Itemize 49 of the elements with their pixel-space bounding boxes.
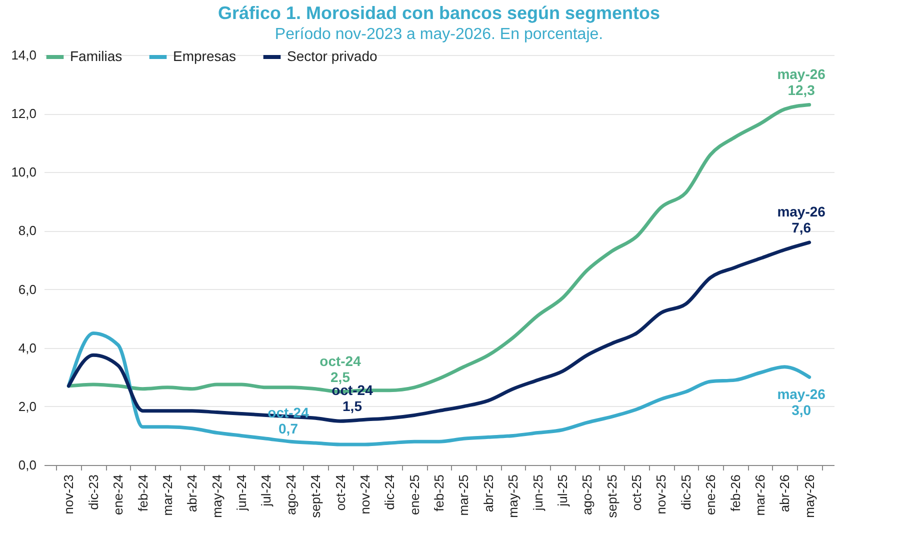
x-tick-label: ene-25 bbox=[406, 474, 422, 515]
y-tick-label: 8,0 bbox=[18, 223, 36, 238]
x-tick-label: jun-25 bbox=[530, 474, 546, 512]
y-tick-label: 4,0 bbox=[18, 340, 36, 356]
y-tick-label: 0,0 bbox=[18, 458, 36, 472]
x-tick-label: may-26 bbox=[802, 474, 817, 518]
x-tick-label: nov-23 bbox=[61, 474, 76, 514]
annotation: may-26 7,6 bbox=[777, 203, 826, 236]
x-tick-label: mar-25 bbox=[456, 474, 472, 516]
x-tick-label: abr-24 bbox=[184, 474, 200, 512]
annotation: may-26 12,3 bbox=[777, 66, 826, 98]
x-tick-label: oct-24 bbox=[332, 474, 348, 511]
x-tick-label: sept-24 bbox=[308, 474, 324, 518]
chart-subtitle: Período nov-2023 a may-2026. En porcentaje. bbox=[274, 26, 604, 43]
x-tick-label: dic-23 bbox=[86, 474, 101, 510]
y-tick-label: 12,0 bbox=[11, 106, 36, 122]
x-tick-label: jul-24 bbox=[258, 474, 274, 508]
legend-label: Sector privado bbox=[287, 48, 378, 64]
legend-label: Familias bbox=[70, 48, 122, 64]
x-tick-label: ene-24 bbox=[110, 474, 126, 515]
annotation: oct-24 2,5 bbox=[320, 352, 362, 385]
x-tick-label: oct-25 bbox=[629, 474, 644, 511]
x-tick-label: dic-24 bbox=[382, 474, 398, 510]
x-tick-label: abr-26 bbox=[777, 474, 792, 512]
annotation: may-26 3,0 bbox=[777, 386, 826, 418]
y-tick-label: 10,0 bbox=[11, 164, 36, 180]
x-tick-label: ene-26 bbox=[703, 474, 718, 515]
x-tick-label: mar-24 bbox=[160, 474, 175, 516]
x-tick-label: sept-25 bbox=[604, 474, 620, 518]
y-tick-label: 6,0 bbox=[18, 282, 36, 297]
x-tick-label: may-24 bbox=[209, 474, 224, 518]
x-tick-label: feb-26 bbox=[728, 474, 743, 512]
y-tick-label: 14,0 bbox=[11, 48, 36, 62]
x-tick-label: may-25 bbox=[506, 474, 521, 518]
x-tick-label: jun-24 bbox=[234, 474, 249, 512]
chart-title: Gráfico 1. Morosidad con bancos según segmentos bbox=[218, 3, 660, 23]
x-tick-label: feb-24 bbox=[135, 474, 150, 512]
x-tick-label: dic-25 bbox=[678, 474, 694, 510]
annotation: oct-24 1,5 bbox=[332, 382, 374, 414]
legend-label: Empresas bbox=[173, 48, 236, 64]
x-tick-label: abr-25 bbox=[480, 474, 496, 512]
x-tick-label: feb-25 bbox=[432, 474, 446, 512]
x-tick-label: ago-24 bbox=[283, 474, 298, 515]
x-tick-label: ago-25 bbox=[580, 474, 595, 515]
x-tick-label: nov-24 bbox=[357, 474, 372, 514]
y-tick-label: 2,0 bbox=[18, 398, 36, 414]
x-tick-label: mar-26 bbox=[752, 474, 768, 516]
x-tick-label: nov-25 bbox=[654, 474, 669, 514]
x-tick-label: jul-25 bbox=[554, 474, 570, 508]
